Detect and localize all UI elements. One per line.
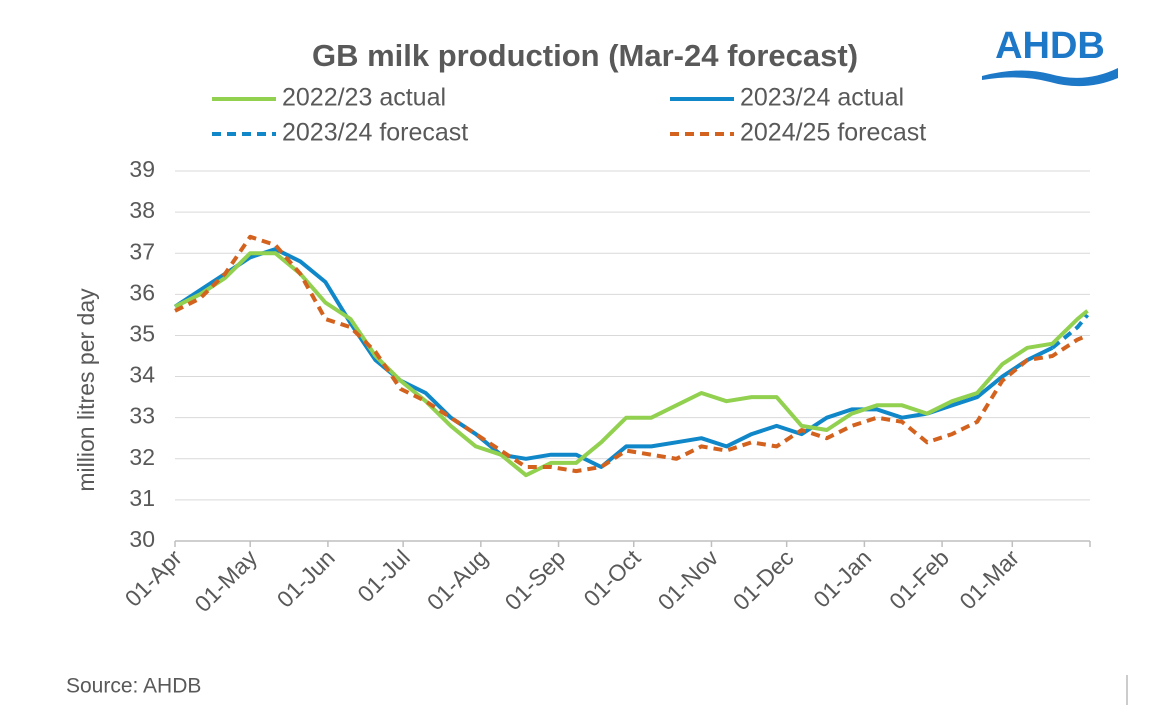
x-tick-label: 01-Jul — [352, 544, 415, 607]
y-tick-label: 37 — [129, 238, 155, 264]
x-tick-label: 01-Aug — [422, 544, 493, 615]
x-tick-label: 01-Dec — [728, 544, 799, 615]
x-tick-label: 01-Feb — [884, 544, 954, 614]
chart-title: GB milk production (Mar-24 forecast) — [312, 38, 858, 73]
x-tick-label: 01-Jun — [272, 544, 340, 612]
legend-label: 2023/24 forecast — [282, 119, 468, 147]
y-tick-label: 36 — [129, 279, 155, 305]
x-tick-label: 01-Mar — [954, 544, 1024, 614]
series-line — [174, 251, 1089, 478]
y-tick-label: 34 — [129, 362, 155, 388]
x-tick-label: 01-Jan — [808, 544, 876, 612]
series-line — [174, 234, 1089, 474]
x-tick-label: 01-Oct — [578, 544, 646, 612]
series-line — [1051, 313, 1090, 350]
y-tick-label: 32 — [129, 444, 155, 470]
x-tick-label: 01-Apr — [120, 544, 187, 611]
y-tick-label: 31 — [129, 485, 155, 511]
logo: AHDB — [995, 25, 1105, 67]
x-tick-label: 01-Sep — [500, 544, 571, 615]
legend-label: 2024/25 forecast — [740, 119, 926, 147]
legend-label: 2022/23 actual — [282, 84, 446, 112]
y-tick-label: 35 — [129, 321, 155, 347]
source: Source: AHDB — [66, 675, 201, 698]
y-axis-label: million litres per day — [73, 288, 99, 492]
legend-label: 2023/24 actual — [740, 84, 904, 112]
y-tick-label: 30 — [129, 526, 155, 552]
logo-wave — [982, 68, 1118, 87]
x-tick-label: 01-May — [189, 544, 262, 617]
y-tick-label: 39 — [129, 156, 155, 182]
y-tick-label: 33 — [129, 403, 155, 429]
y-tick-label: 38 — [129, 197, 155, 223]
x-tick-label: 01-Nov — [652, 544, 723, 615]
